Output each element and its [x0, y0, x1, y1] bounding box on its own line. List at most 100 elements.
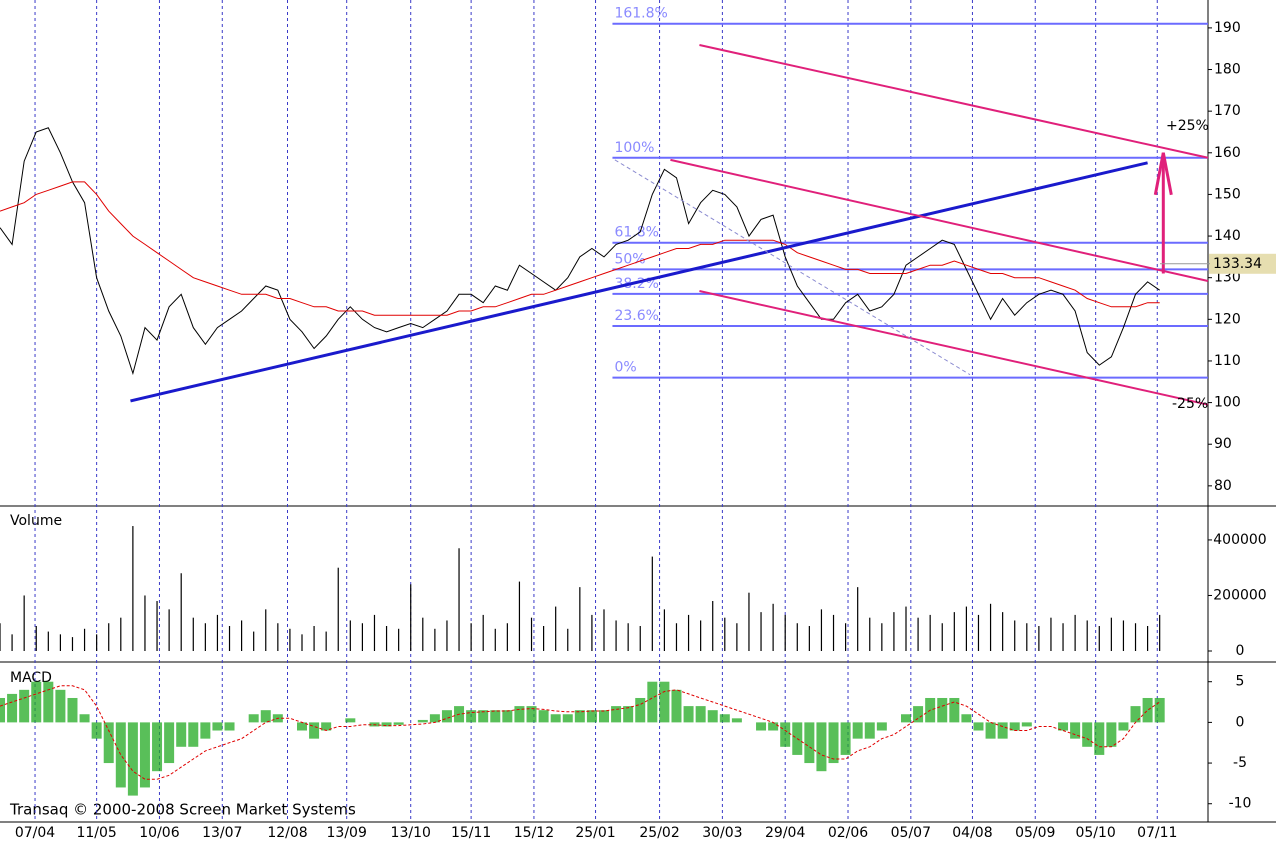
macd-bar — [212, 722, 223, 731]
macd-bar — [79, 714, 90, 723]
macd-bar — [466, 710, 477, 723]
macd-bar — [441, 710, 452, 723]
macd-bar — [937, 697, 948, 723]
x-tick-label: 05/09 — [1015, 825, 1055, 841]
macd-bar — [490, 710, 501, 723]
x-tick-label: 13/10 — [391, 825, 431, 841]
y-tick-label: -5 — [1233, 755, 1247, 771]
x-tick-label: 04/08 — [952, 825, 992, 841]
macd-bar — [611, 706, 622, 723]
y-tick-label: 190 — [1214, 20, 1241, 36]
macd-bar — [719, 714, 730, 723]
last-price-box — [1209, 253, 1276, 274]
macd-bar — [1009, 722, 1020, 731]
macd-bar — [973, 722, 984, 731]
macd-bar — [647, 681, 658, 723]
trendline — [699, 43, 1209, 159]
macd-bar — [623, 706, 634, 723]
macd-bar — [1070, 722, 1081, 739]
macd-bar — [997, 722, 1008, 739]
fib-label: 0% — [614, 360, 636, 376]
macd-bar — [31, 681, 42, 723]
macd-bar — [538, 710, 549, 723]
y-tick-label: 5 — [1236, 674, 1245, 690]
fib-label: 50% — [614, 251, 645, 267]
x-tick-label: 07/11 — [1137, 825, 1177, 841]
macd-bar — [671, 689, 682, 723]
y-tick-label: 100 — [1214, 395, 1241, 411]
macd-bar — [756, 722, 767, 731]
macd-bar — [707, 710, 718, 723]
macd-bar — [852, 722, 863, 739]
fib-label: 23.6% — [614, 308, 658, 324]
macd-bar — [913, 706, 924, 723]
macd-bar — [961, 714, 972, 723]
macd-bar — [599, 710, 609, 723]
macd-bar — [1142, 697, 1153, 723]
macd-bar — [864, 722, 875, 739]
macd-bar — [417, 719, 428, 723]
annotation: -25% — [1172, 396, 1208, 412]
y-tick-label: 0 — [1236, 643, 1245, 659]
fib-label: 61.8% — [614, 225, 658, 241]
macd-bar — [309, 722, 320, 739]
macd-bar — [659, 681, 670, 723]
macd-bar — [55, 689, 66, 723]
macd-bar — [297, 722, 307, 731]
macd-bar — [1021, 722, 1032, 727]
macd-bar — [393, 722, 404, 725]
macd-bar — [635, 697, 646, 723]
x-tick-label: 15/11 — [451, 825, 491, 841]
macd-bar — [260, 710, 271, 723]
y-tick-label: 0 — [1236, 714, 1245, 730]
x-tick-label: 02/06 — [828, 825, 868, 841]
y-tick-label: 180 — [1214, 62, 1241, 78]
macd-bar — [985, 722, 996, 739]
macd-bar — [139, 722, 150, 788]
y-tick-label: 90 — [1214, 436, 1232, 452]
macd-bar — [731, 718, 742, 723]
macd-bar — [200, 722, 211, 739]
x-tick-label: 30/03 — [702, 825, 742, 841]
macd-bar — [514, 706, 525, 723]
x-tick-label: 13/07 — [202, 825, 242, 841]
fib-label: 161.8% — [614, 6, 667, 22]
macd-bar — [1058, 722, 1069, 731]
x-tick-label: 11/05 — [76, 825, 116, 841]
macd-bar — [683, 706, 694, 723]
y-tick-label: 150 — [1214, 186, 1241, 202]
macd-bar — [804, 722, 815, 764]
y-tick-label: 170 — [1214, 103, 1241, 119]
y-tick-label: 80 — [1214, 478, 1232, 494]
macd-bar — [562, 714, 573, 723]
macd-bar — [768, 722, 779, 731]
y-tick-label: 200000 — [1213, 587, 1266, 603]
trendline — [614, 159, 971, 376]
macd-bar — [550, 714, 561, 723]
macd-bar — [7, 693, 18, 723]
y-tick-label: 120 — [1214, 311, 1241, 327]
copyright: Transaq © 2000-2008 Screen Market System… — [9, 801, 356, 819]
macd-bar — [152, 722, 163, 772]
x-tick-label: 12/08 — [267, 825, 307, 841]
macd-bar — [1082, 722, 1093, 747]
y-tick-label: 400000 — [1213, 532, 1266, 548]
annotation: +25% — [1166, 118, 1209, 134]
macd-bar — [321, 722, 332, 731]
x-tick-label: 29/04 — [765, 825, 805, 841]
macd-bar — [1118, 722, 1129, 731]
macd-bar — [574, 710, 585, 723]
last-price-label: 133.34 — [1213, 256, 1262, 272]
fib-label: 100% — [614, 140, 654, 156]
macd-bar — [67, 697, 78, 723]
macd-bar — [188, 722, 199, 747]
macd-bar — [381, 722, 392, 727]
macd-bar — [840, 722, 851, 755]
trendline — [670, 158, 1209, 282]
moving-average — [0, 181, 1160, 316]
macd-bar — [127, 722, 138, 796]
macd-bar — [478, 710, 489, 723]
price-line — [0, 127, 1160, 376]
